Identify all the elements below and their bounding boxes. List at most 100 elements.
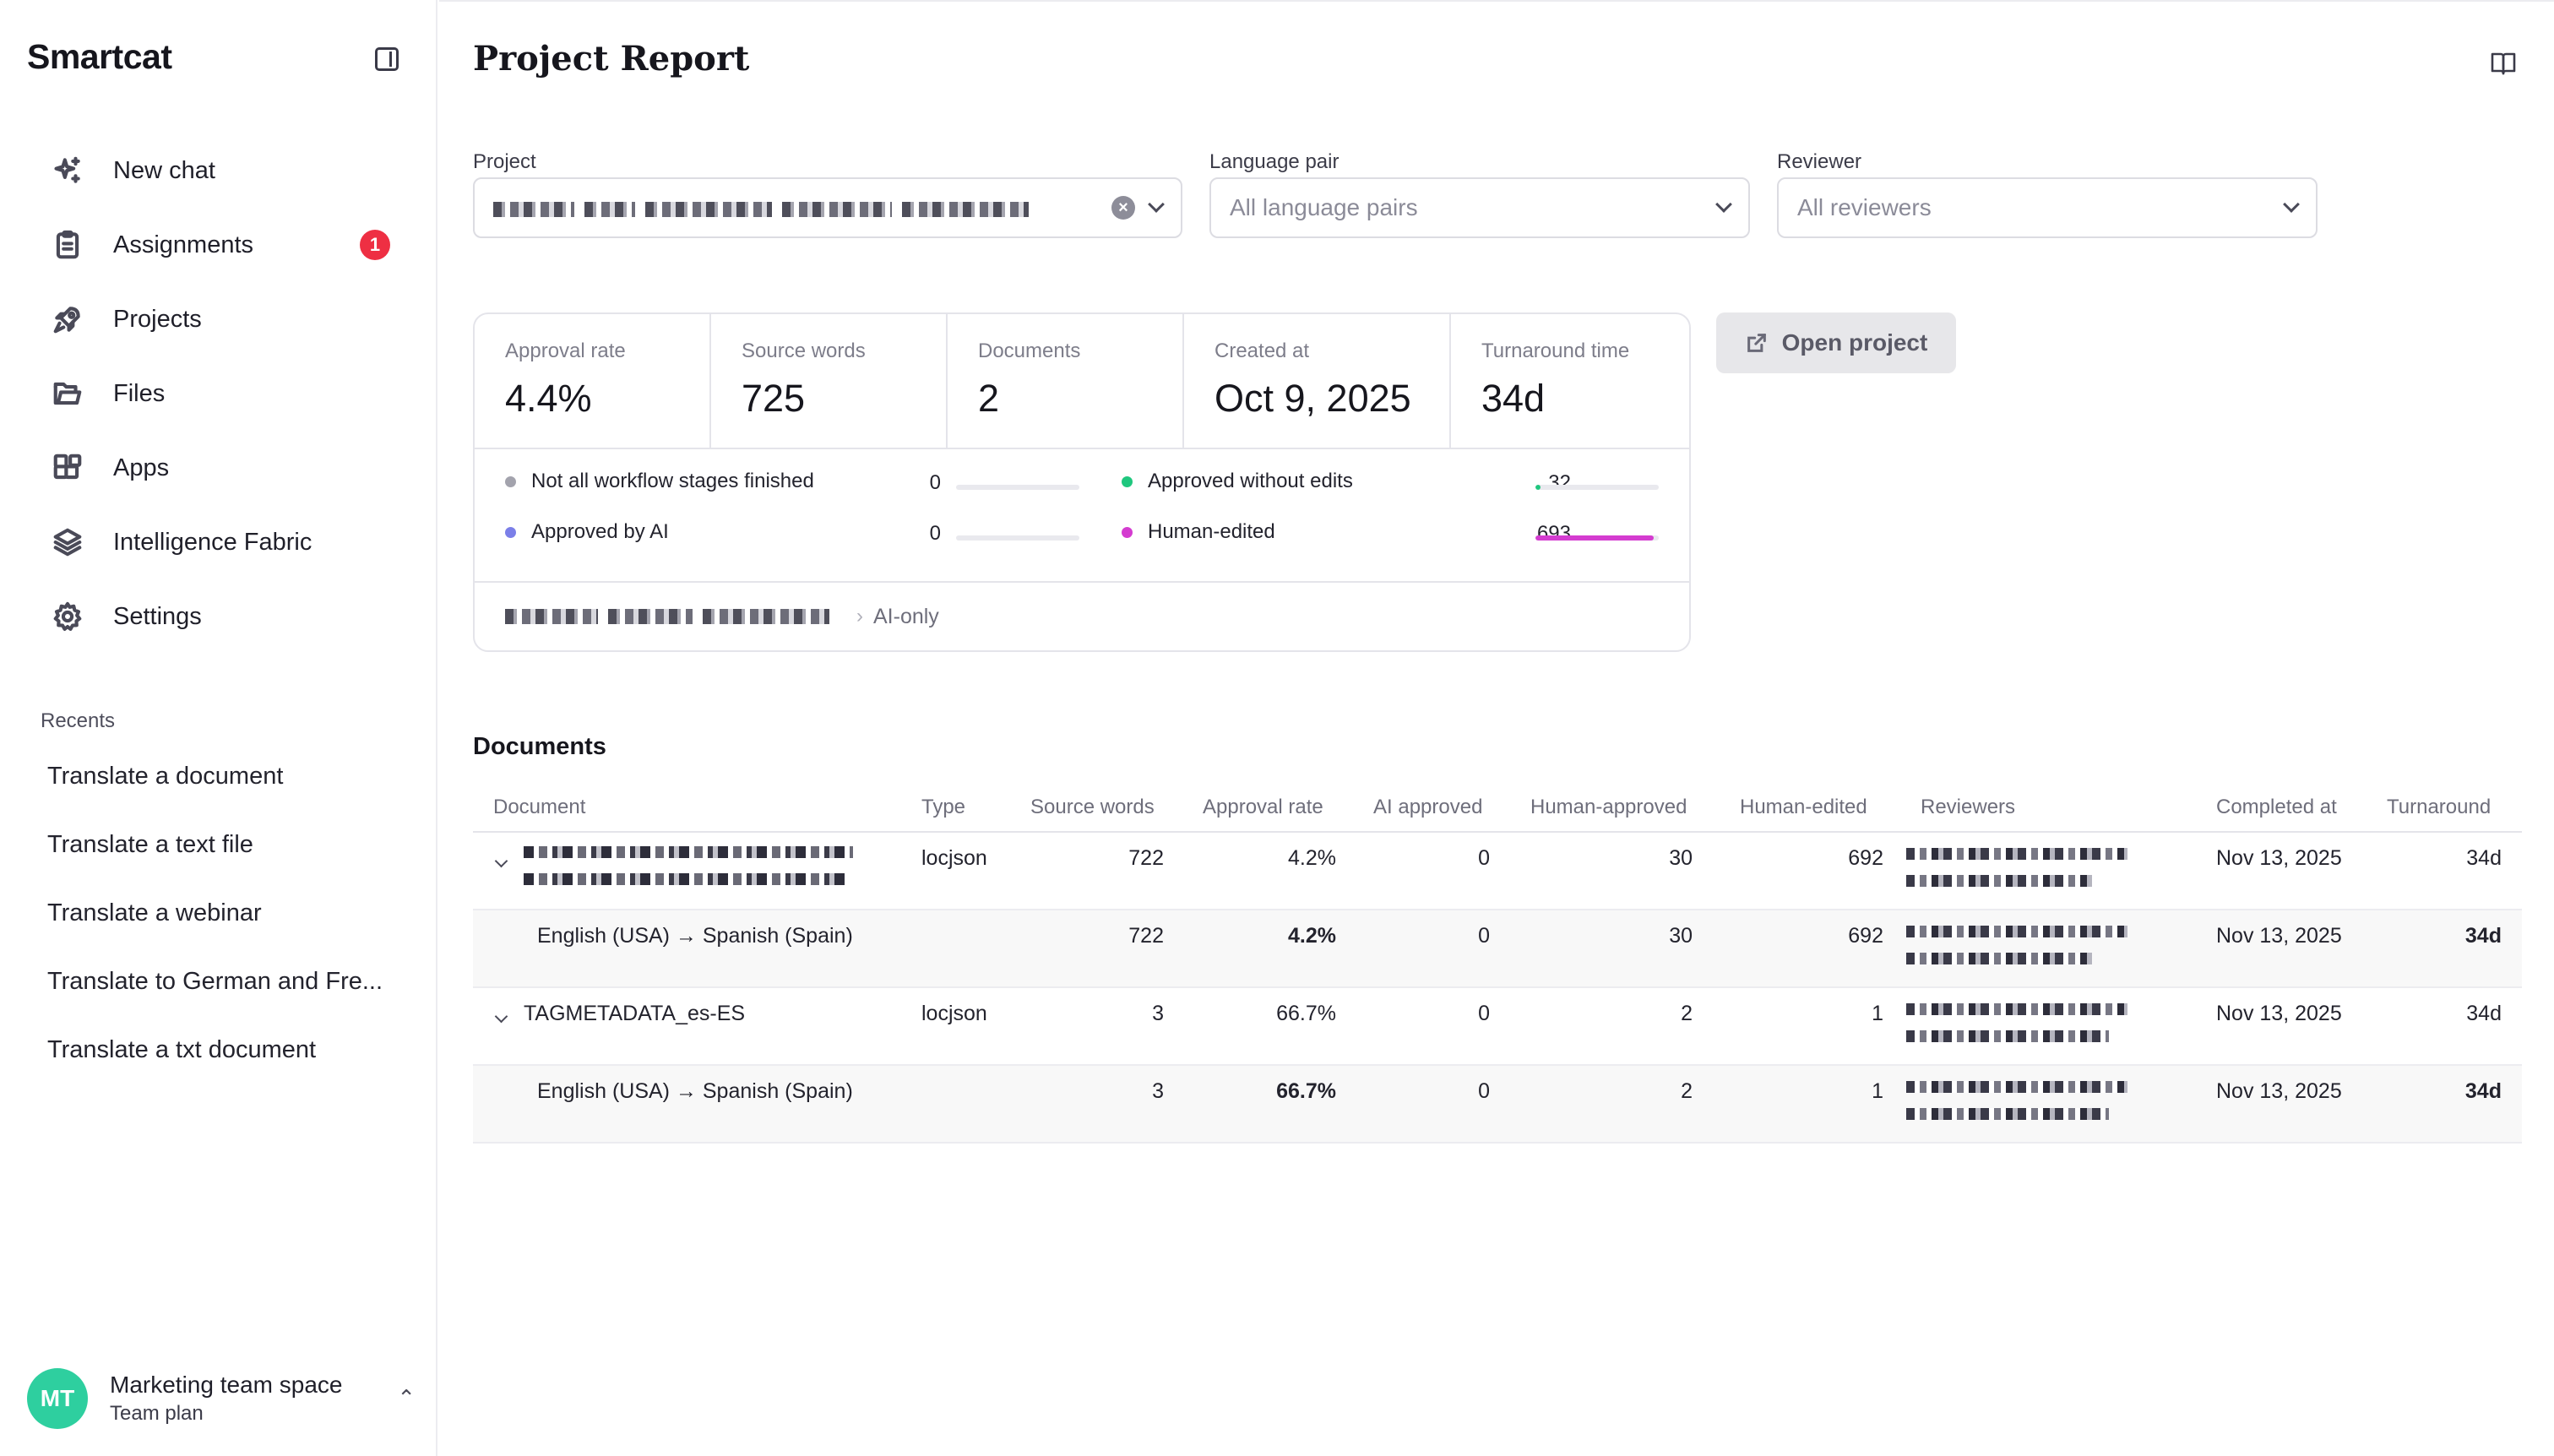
project-select-value [493, 194, 1111, 221]
sidebar-item-label: Files [113, 379, 166, 407]
cell-type: locjson [921, 1002, 987, 1025]
stat-label: Documents [978, 340, 1081, 362]
column-header[interactable]: Human-edited [1740, 796, 1867, 818]
column-header[interactable]: Type [921, 796, 966, 818]
cell-turnaround: 34d [2466, 1002, 2502, 1025]
column-header[interactable]: Completed at [2216, 796, 2337, 818]
chevron-down-icon [2283, 196, 2300, 213]
sidebar-item-intelligence-fabric[interactable]: Intelligence Fabric [39, 505, 410, 579]
column-header[interactable]: Human-approved [1530, 796, 1687, 818]
workspace-switcher[interactable]: MT Marketing team space Team plan ⌃ [27, 1368, 416, 1429]
stat-turnaround-time: Turnaround time 34d [1451, 314, 1689, 448]
sidebar-nav: New chat Assignments 1 Projects Files [39, 133, 410, 654]
workspace-name: Marketing team space [110, 1372, 343, 1398]
stat-value: Oct 9, 2025 [1215, 377, 1411, 420]
cell-approval-rate: 66.7% [1276, 1002, 1336, 1025]
sidebar-item-label: Intelligence Fabric [113, 528, 312, 556]
documents-table: Document Type Source words Approval rate… [473, 785, 2522, 1144]
column-header[interactable]: AI approved [1373, 796, 1483, 818]
chevron-down-icon[interactable] [494, 1009, 508, 1024]
recents-heading: Recents [41, 709, 116, 732]
chevrons-up-icon: ⌃ [397, 1385, 416, 1410]
breakdown-bar [1535, 535, 1659, 541]
column-header[interactable]: Reviewers [1921, 796, 2016, 818]
sidebar-item-files[interactable]: Files [39, 356, 410, 431]
breakdown-label: Approved by AI [531, 520, 669, 543]
open-project-button[interactable]: Open project [1716, 312, 1956, 373]
recent-item[interactable]: Translate a text file [47, 831, 253, 858]
stat-value: 4.4% [505, 377, 592, 420]
smartcat-logo[interactable]: Smartcat [27, 37, 172, 76]
status-dot-icon [505, 526, 516, 538]
clear-selection-icon[interactable]: × [1111, 196, 1135, 220]
column-header[interactable]: Document [493, 796, 586, 818]
stat-label: Created at [1215, 340, 1310, 362]
layers-icon [51, 525, 84, 559]
recent-item[interactable]: Translate a txt document [47, 1036, 317, 1063]
breakdown-label: Human-edited [1148, 520, 1275, 543]
cell-ai-approved: 0 [1478, 1002, 1490, 1025]
reviewers-list [1906, 1081, 2127, 1135]
project-select[interactable]: × [473, 177, 1182, 238]
chevron-down-icon[interactable] [494, 854, 508, 868]
open-project-label: Open project [1781, 329, 1928, 356]
breakdown-count: 32 [1548, 471, 1571, 494]
cell-language-pair: English (USA) → Spanish (Spain) [537, 1079, 853, 1103]
stats-row: Approval rate 4.4% Source words 725 Docu… [475, 314, 1689, 449]
reviewers-list [1906, 926, 2127, 980]
breakdown-item: Approved without edits [1122, 465, 1353, 498]
breakdown-item: Not all workflow stages finished [505, 465, 814, 498]
book-icon[interactable] [2490, 51, 2517, 76]
breakdown-bar [956, 535, 1079, 541]
language-pair-select[interactable]: All language pairs [1209, 177, 1750, 238]
sidebar-toggle-icon[interactable] [375, 47, 399, 71]
stat-source-words: Source words 725 [711, 314, 948, 448]
sidebar-item-apps[interactable]: Apps [39, 431, 410, 505]
avatar: MT [27, 1368, 88, 1429]
cell-source-words: 722 [1128, 846, 1164, 870]
cell-human-approved: 30 [1669, 846, 1693, 870]
stat-label: Source words [742, 340, 866, 362]
segment-breakdown: Not all workflow stages finished 0 Appro… [475, 449, 1689, 583]
workflow-info: › AI-only [475, 583, 1689, 650]
stat-documents: Documents 2 [948, 314, 1184, 448]
table-row[interactable]: English (USA) → Spanish (Spain) 722 4.2%… [473, 910, 2522, 988]
cell-ai-approved: 0 [1478, 846, 1490, 870]
column-header[interactable]: Turnaround [2387, 796, 2492, 818]
rocket-icon [51, 302, 84, 336]
cell-human-edited: 1 [1872, 1079, 1883, 1103]
sidebar-item-settings[interactable]: Settings [39, 579, 410, 654]
cell-approval-rate: 4.2% [1288, 924, 1336, 948]
breakdown-bar-fill [1535, 485, 1541, 490]
recent-item[interactable]: Translate a document [47, 763, 284, 790]
sidebar-item-label: Settings [113, 602, 202, 630]
table-row[interactable]: English (USA) → Spanish (Spain) 3 66.7% … [473, 1066, 2522, 1144]
breakdown-count: 0 [929, 471, 941, 494]
recent-item[interactable]: Translate a webinar [47, 899, 262, 926]
language-pair-placeholder: All language pairs [1230, 194, 1418, 220]
status-dot-icon [1122, 475, 1133, 487]
breakdown-count: 0 [929, 522, 941, 545]
sidebar-item-projects[interactable]: Projects [39, 282, 410, 356]
recent-item[interactable]: Translate to German and Fre... [47, 968, 383, 995]
stat-created-at: Created at Oct 9, 2025 [1184, 314, 1451, 448]
table-row[interactable]: locjson 722 4.2% 0 30 692 Nov 13, 2025 3… [473, 833, 2522, 910]
sidebar-item-new-chat[interactable]: New chat [39, 133, 410, 208]
cell-turnaround: 34d [2466, 846, 2502, 870]
sidebar-item-label: Projects [113, 305, 202, 333]
chevron-down-icon [1715, 196, 1732, 213]
sidebar-item-label: Assignments [113, 231, 254, 258]
column-header[interactable]: Source words [1030, 796, 1155, 818]
reviewer-filter-label: Reviewer [1777, 150, 1862, 173]
cell-source-words: 722 [1128, 924, 1164, 948]
assignments-count-badge: 1 [360, 230, 390, 260]
sidebar-item-assignments[interactable]: Assignments 1 [39, 208, 410, 282]
reviewer-select[interactable]: All reviewers [1777, 177, 2318, 238]
chevron-down-icon [1148, 196, 1165, 213]
sparkle-icon [51, 154, 84, 187]
stat-label: Turnaround time [1481, 340, 1630, 362]
status-dot-icon [1122, 526, 1133, 538]
table-row[interactable]: TAGMETADATA_es-ES locjson 3 66.7% 0 2 1 … [473, 988, 2522, 1066]
column-header[interactable]: Approval rate [1203, 796, 1323, 818]
workflow-stage: AI-only [873, 604, 939, 628]
